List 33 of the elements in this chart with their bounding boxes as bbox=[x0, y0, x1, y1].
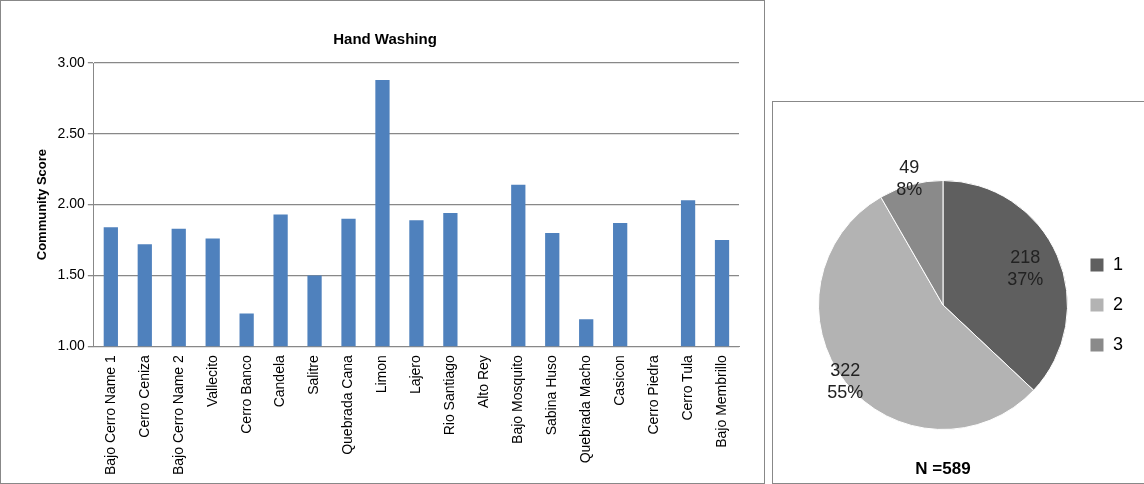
x-tick-label: Cerro Banco bbox=[237, 354, 254, 434]
x-tick-label: Bajo Cerro Name 1 bbox=[101, 354, 118, 475]
x-tick-label: Candela bbox=[271, 354, 288, 408]
legend-label: 3 bbox=[1112, 333, 1123, 354]
y-axis-title: Community Score bbox=[34, 148, 50, 261]
y-tick-label: 1.50 bbox=[57, 266, 86, 283]
x-tick-label: Bajo Cerro Name 2 bbox=[169, 354, 186, 475]
legend-label: 1 bbox=[1112, 253, 1123, 274]
x-tick-label: Cerro Tula bbox=[678, 354, 695, 421]
chart-title: Hand Washing bbox=[333, 30, 437, 48]
y-tick-label: 2.50 bbox=[57, 124, 86, 141]
text: N =589 bbox=[915, 458, 971, 478]
x-tick-label: Sabina Huso bbox=[543, 354, 560, 436]
x-tick-label: Limon bbox=[373, 355, 390, 394]
x-tick-label: Bajo Mosquito bbox=[509, 354, 526, 444]
data-label: 322 55% bbox=[827, 360, 864, 403]
x-tick-label: Vallecito bbox=[203, 354, 220, 408]
x-tick-label: Salitre bbox=[305, 354, 322, 395]
x-tick-label: Alto Rey bbox=[475, 355, 492, 409]
x-tick-label: Bajo Membrillo bbox=[712, 354, 729, 448]
y-tick-label: 1.00 bbox=[57, 337, 86, 354]
legend-label: 2 bbox=[1112, 293, 1123, 314]
x-tick-label: Rio Santiago bbox=[441, 354, 458, 436]
y-tick-label: 2.00 bbox=[57, 195, 86, 212]
x-tick-label: Quebrada Cana bbox=[339, 354, 356, 455]
x-tick-label: Quebrada Macho bbox=[577, 354, 594, 464]
x-tick-label: Cerro Ceniza bbox=[135, 354, 152, 438]
data-label: 218 37% bbox=[1007, 247, 1044, 290]
y-tick-label: 3.00 bbox=[57, 53, 86, 70]
x-tick-label: Lajero bbox=[407, 354, 424, 395]
x-tick-label: Casicon bbox=[611, 355, 628, 406]
data-label: 49 8% bbox=[896, 156, 923, 199]
x-tick-label: Cerro Piedra bbox=[644, 354, 661, 435]
